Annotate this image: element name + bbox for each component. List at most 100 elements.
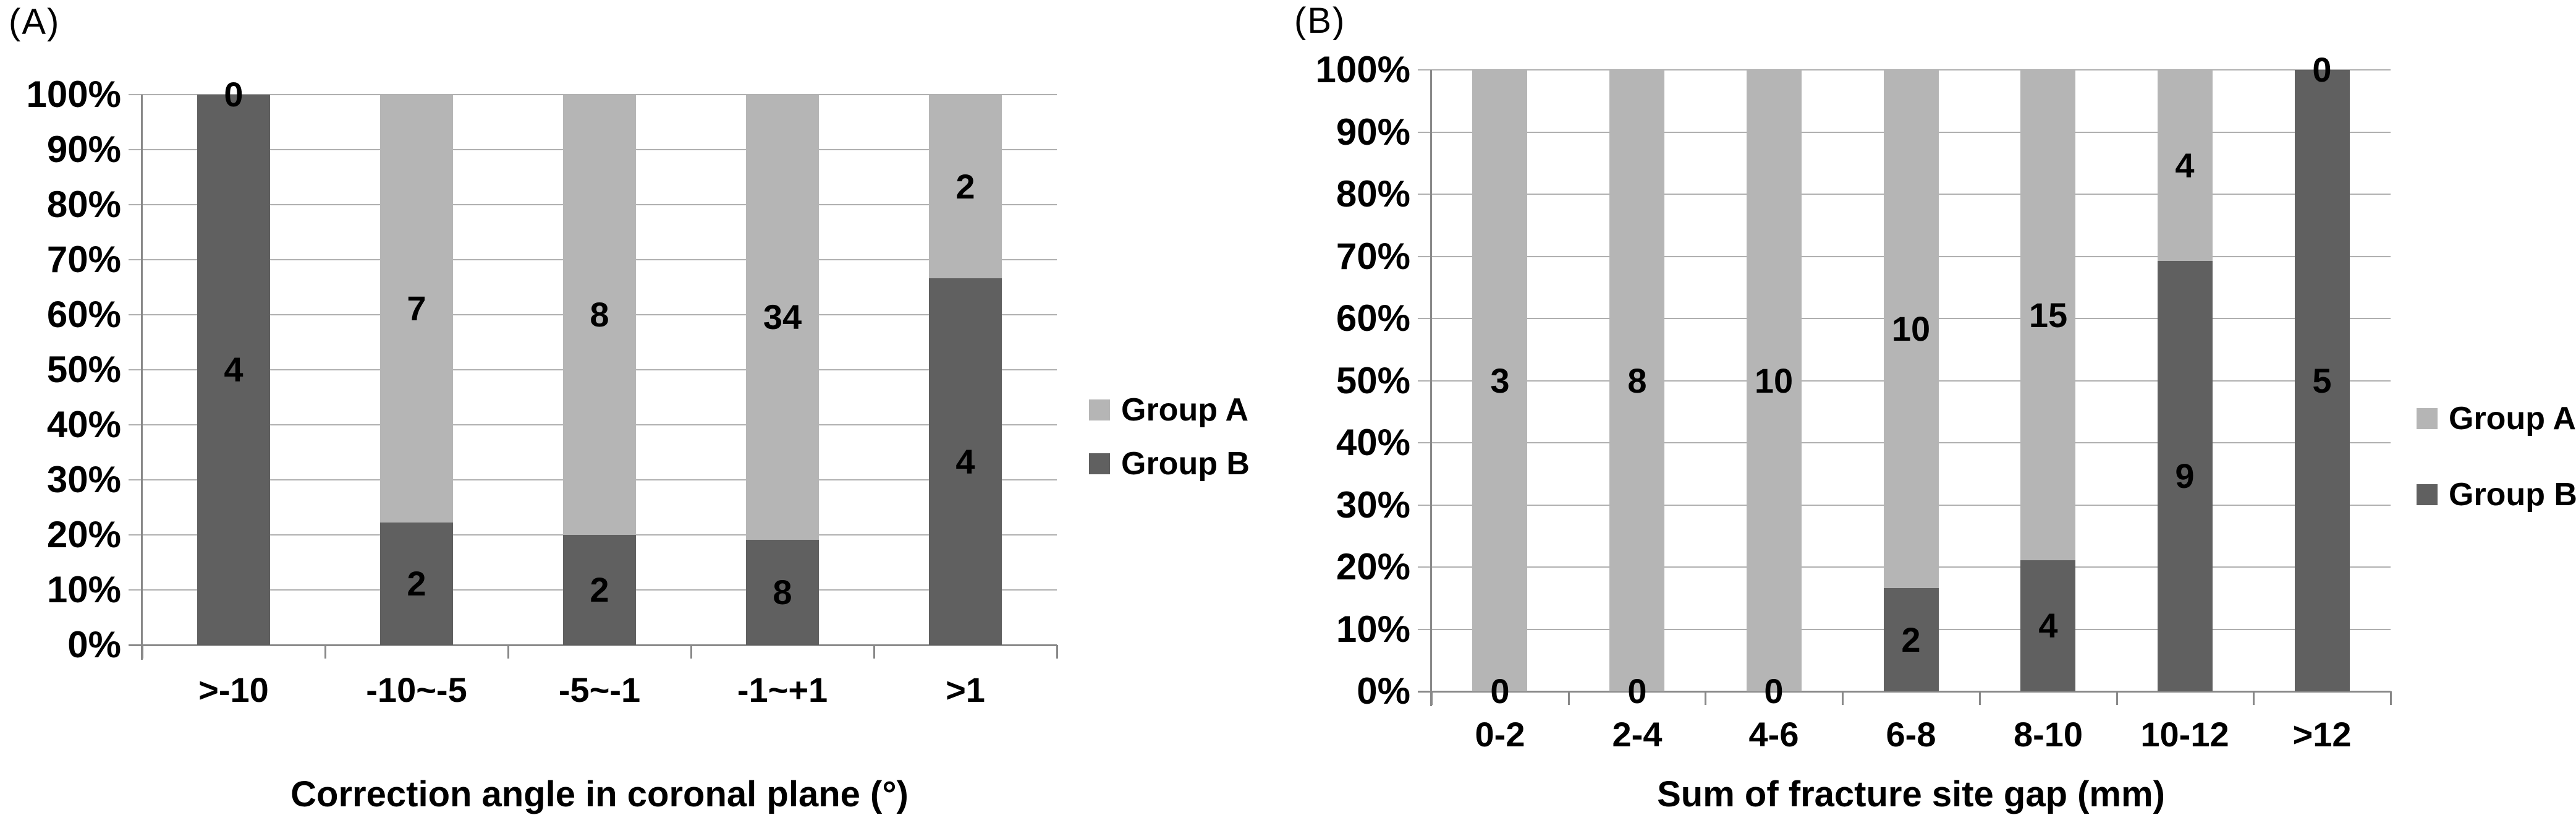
legend-item: Group A bbox=[2417, 400, 2576, 437]
x-tick bbox=[690, 645, 692, 659]
y-tick-label: 50% bbox=[1336, 360, 1410, 401]
legend-label: Group B bbox=[2449, 477, 2576, 513]
panel-letter: (A) bbox=[9, 2, 61, 42]
value-label-group-a: 10 bbox=[1891, 309, 1931, 348]
x-axis-line bbox=[1418, 691, 2391, 693]
x-tick-label: -5~-1 bbox=[558, 670, 641, 709]
x-tick bbox=[1431, 691, 1433, 705]
bar-segment-group-a bbox=[1884, 70, 1939, 588]
y-tick-label: 90% bbox=[46, 129, 121, 170]
x-tick bbox=[2253, 691, 2255, 705]
value-label-group-b: 0 bbox=[1627, 672, 1647, 710]
x-tick-label: 8-10 bbox=[2013, 715, 2083, 754]
bar-segment-group-a bbox=[929, 95, 1002, 278]
y-tick-label: 20% bbox=[1336, 546, 1410, 587]
value-label-group-a: 8 bbox=[590, 295, 609, 334]
bar-segment-group-b bbox=[929, 278, 1002, 645]
bar-segment-group-a bbox=[380, 95, 453, 523]
y-tick-label: 30% bbox=[1336, 484, 1410, 526]
value-label-group-a: 15 bbox=[2028, 296, 2068, 335]
value-label-group-b: 9 bbox=[2175, 456, 2195, 495]
x-tick-label: >12 bbox=[2292, 715, 2352, 754]
x-tick bbox=[1842, 691, 1844, 705]
value-label-group-a: 0 bbox=[2312, 50, 2332, 89]
y-tick-label: 10% bbox=[1336, 608, 1410, 650]
bar-segment-group-a bbox=[1747, 70, 1802, 691]
bar-segment-group-b bbox=[2158, 261, 2213, 691]
x-tick-label: >-10 bbox=[198, 670, 269, 709]
x-axis-title: Sum of fracture site gap (mm) bbox=[1657, 774, 2165, 814]
x-tick bbox=[2390, 691, 2392, 705]
y-tick-label: 10% bbox=[46, 569, 121, 610]
value-label-group-b: 4 bbox=[955, 442, 975, 481]
y-tick-label: 90% bbox=[1336, 111, 1410, 153]
legend-label: Group A bbox=[2449, 401, 2576, 437]
value-label-group-b: 4 bbox=[2038, 606, 2058, 645]
y-tick-label: 50% bbox=[46, 349, 121, 390]
x-axis-line bbox=[129, 644, 1057, 646]
value-label-group-a: 34 bbox=[763, 297, 802, 336]
bar-segment-group-b bbox=[746, 540, 819, 645]
bar-segment-group-a bbox=[563, 95, 636, 535]
x-tick-label: 0-2 bbox=[1475, 715, 1525, 754]
x-tick-label: 2-4 bbox=[1612, 715, 1663, 754]
x-tick bbox=[507, 645, 509, 659]
value-label-group-a: 3 bbox=[1490, 361, 1510, 400]
value-label-group-b: 0 bbox=[1490, 672, 1510, 710]
y-tick-label: 30% bbox=[46, 459, 121, 500]
x-axis-title: Correction angle in coronal plane (°) bbox=[290, 774, 909, 814]
value-label-group-a: 7 bbox=[407, 289, 426, 328]
y-tick-label: 0% bbox=[1357, 670, 1410, 712]
value-label-group-b: 5 bbox=[2312, 361, 2332, 400]
panel-b: (B) 100% 90% 80% 70% 60% 50% 40% 30% 20% 10% 0% 3 0 0-… bbox=[1286, 0, 2576, 815]
bar-segment-group-a bbox=[2158, 70, 2213, 261]
y-tick-label: 60% bbox=[1336, 297, 1410, 339]
legend-item: Group B bbox=[1089, 445, 1250, 482]
legend-swatch-group-b bbox=[2417, 484, 2438, 505]
x-tick-label: >1 bbox=[946, 670, 985, 709]
legend-item: Group B bbox=[2417, 476, 2576, 513]
x-tick-label: -10~-5 bbox=[366, 670, 467, 709]
y-tick-label: 100% bbox=[1315, 49, 1410, 90]
y-tick-label: 20% bbox=[46, 514, 121, 555]
x-tick bbox=[1056, 645, 1058, 659]
bar-segment-group-b bbox=[563, 535, 636, 645]
value-label-group-b: 2 bbox=[1901, 620, 1921, 659]
panel-a: (A) 100% 90% 80% 70% 60% 50% 40% 30% 20% 10% 0% 0 4 >-… bbox=[0, 0, 1286, 815]
y-axis-line bbox=[141, 95, 143, 660]
x-tick bbox=[1568, 691, 1570, 705]
bar-segment-group-b bbox=[2295, 70, 2350, 691]
legend-label: Group B bbox=[1121, 446, 1250, 482]
value-label-group-a: 8 bbox=[1627, 361, 1647, 400]
x-tick-label: -1~+1 bbox=[737, 670, 828, 709]
value-label-group-a: 10 bbox=[1754, 361, 1794, 400]
x-tick bbox=[1705, 691, 1706, 705]
x-tick-label: 10-12 bbox=[2140, 715, 2229, 754]
value-label-group-b: 4 bbox=[224, 350, 244, 389]
legend-swatch-group-b bbox=[1089, 453, 1110, 474]
y-tick-label: 80% bbox=[1336, 173, 1410, 215]
bar-segment-group-a bbox=[2020, 70, 2075, 560]
bar-segment-group-b bbox=[2020, 560, 2075, 691]
value-label-group-b: 0 bbox=[1764, 672, 1784, 710]
y-tick-label: 40% bbox=[1336, 422, 1410, 463]
value-label-group-b: 2 bbox=[590, 570, 609, 609]
x-tick bbox=[2116, 691, 2118, 705]
bar-segment-group-b bbox=[197, 95, 270, 645]
value-label-group-b: 8 bbox=[773, 573, 792, 612]
legend-swatch-group-a bbox=[2417, 408, 2438, 429]
y-tick-label: 70% bbox=[46, 239, 121, 280]
bar-segment-group-b bbox=[1884, 588, 1939, 691]
y-tick-label: 0% bbox=[67, 624, 121, 665]
x-tick-label: 6-8 bbox=[1886, 715, 1936, 754]
x-tick bbox=[324, 645, 326, 659]
bar-segment-group-a bbox=[1609, 70, 1664, 691]
y-tick-label: 80% bbox=[46, 184, 121, 225]
y-tick-label: 100% bbox=[26, 74, 121, 115]
bar-segment-group-a bbox=[746, 95, 819, 540]
y-tick-label: 40% bbox=[46, 404, 121, 445]
value-label-group-a: 4 bbox=[2175, 146, 2195, 185]
x-tick bbox=[142, 645, 143, 659]
panel-letter: (B) bbox=[1294, 1, 1346, 41]
